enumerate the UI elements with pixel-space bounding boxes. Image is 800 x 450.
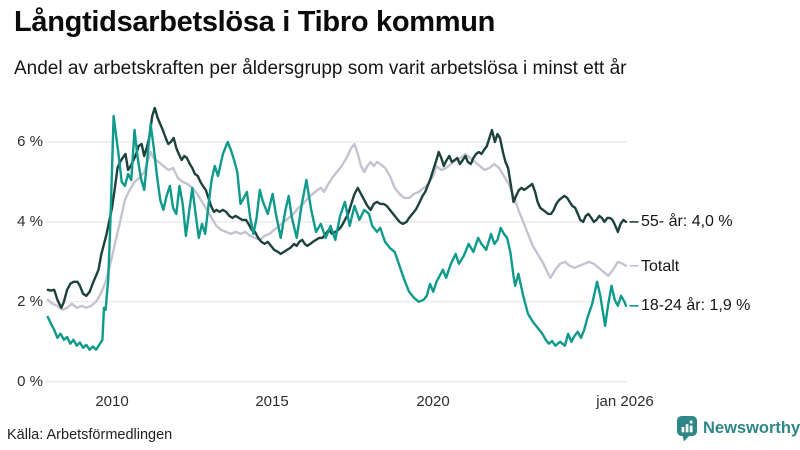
y-axis-tick-4: 4 % <box>17 213 43 230</box>
newsworthy-logo-icon <box>676 415 698 442</box>
x-axis-tick-2015: 2015 <box>255 393 289 410</box>
x-axis-tick-2010: 2010 <box>95 393 129 410</box>
y-axis-tick-0: 0 % <box>17 373 43 390</box>
series-line-2 <box>46 114 628 351</box>
series-label-18-24-ar: 18-24 år: 1,9 % <box>641 297 751 314</box>
series-label-totalt: Totalt <box>641 258 680 275</box>
x-axis-tick-jan-2026: jan 2026 <box>596 393 654 410</box>
series-line-0 <box>46 106 628 309</box>
page-title: Långtidsarbetslösa i Tibro kommun <box>14 6 496 38</box>
y-axis-tick-2: 2 % <box>17 293 43 310</box>
newsworthy-brand-text: Newsworthy <box>703 419 800 437</box>
series-label-55-ar: 55- år: 4,0 % <box>641 213 733 230</box>
newsworthy-brand-link[interactable]: Newsworthy <box>676 415 800 442</box>
page-subtitle: Andel av arbetskraften per åldersgrupp s… <box>14 58 627 79</box>
source-attribution: Källa: Arbetsförmedlingen <box>7 427 173 443</box>
x-axis-tick-2020: 2020 <box>416 393 450 410</box>
y-axis-tick-6: 6 % <box>17 133 43 150</box>
